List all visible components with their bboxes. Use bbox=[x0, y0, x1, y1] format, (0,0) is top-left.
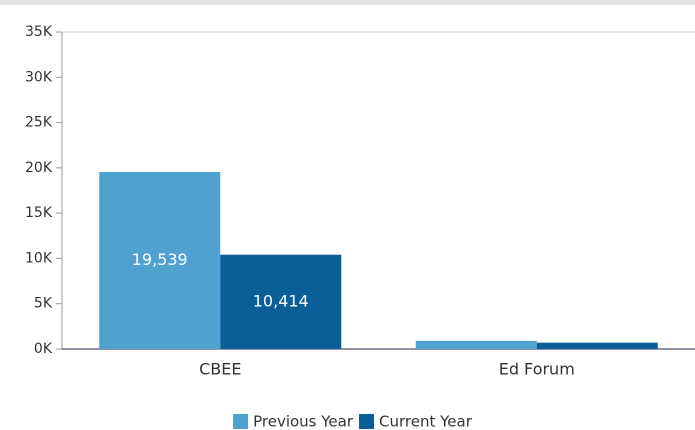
bar bbox=[415, 340, 537, 349]
y-tick-label: 35K bbox=[25, 24, 53, 40]
bar bbox=[99, 172, 221, 349]
top-bar bbox=[0, 0, 695, 5]
legend-swatch bbox=[359, 414, 375, 429]
y-tick-label: 10K bbox=[25, 250, 53, 266]
y-tick-label: 25K bbox=[25, 115, 53, 131]
y-tick-label: 30K bbox=[25, 69, 53, 85]
data-label: 19,539 bbox=[132, 250, 188, 269]
legend-label: Previous Year bbox=[253, 413, 354, 430]
y-tick-label: 15K bbox=[25, 205, 53, 221]
y-tick-label: 0K bbox=[34, 341, 53, 357]
y-tick-label: 20K bbox=[25, 160, 53, 176]
x-tick-label: Ed Forum bbox=[499, 360, 575, 379]
y-tick-label: 5K bbox=[34, 296, 53, 312]
bar bbox=[536, 342, 658, 349]
legend-swatch bbox=[233, 414, 249, 429]
x-tick-label: CBEE bbox=[199, 360, 241, 379]
bar bbox=[220, 254, 342, 349]
legend-label: Current Year bbox=[379, 413, 473, 430]
data-label: 10,414 bbox=[253, 291, 309, 310]
